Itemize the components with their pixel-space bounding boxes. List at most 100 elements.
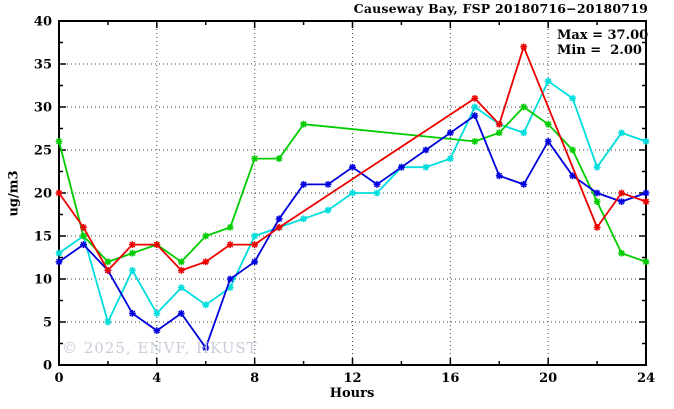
- y-tick-label: 5: [43, 316, 52, 331]
- series-line-cyan: [425, 157, 451, 169]
- marker-red: [618, 189, 625, 197]
- marker-red: [153, 241, 160, 248]
- series-line-blue: [180, 312, 207, 349]
- marker-blue: [325, 181, 332, 188]
- marker-blue: [178, 310, 185, 317]
- marker-blue: [300, 181, 307, 188]
- series-line-blue: [204, 278, 232, 349]
- series-line-cyan: [180, 286, 207, 306]
- marker-cyan: [349, 189, 356, 197]
- series-line-red: [498, 46, 525, 125]
- series-line-blue: [351, 166, 378, 186]
- marker-cyan: [153, 310, 160, 317]
- series-line-blue: [376, 166, 402, 186]
- series-line-red: [58, 192, 85, 228]
- min-annotation: Min = 2.00: [557, 43, 642, 58]
- marker-cyan: [422, 164, 429, 171]
- marker-green: [276, 155, 283, 162]
- series-line-green: [523, 106, 549, 125]
- x-tick-label: 8: [250, 371, 259, 386]
- marker-blue: [447, 129, 454, 136]
- marker-cyan: [55, 250, 63, 257]
- y-tick-label: 10: [34, 273, 52, 288]
- marker-green: [496, 129, 503, 136]
- marker-green: [594, 198, 601, 205]
- y-tick-label: 30: [34, 101, 52, 116]
- marker-blue: [569, 172, 576, 179]
- series-line-cyan: [376, 166, 403, 194]
- max-annotation: Max = 37.00: [557, 28, 649, 43]
- marker-cyan: [325, 207, 332, 214]
- marker-cyan: [545, 78, 552, 85]
- marker-green: [178, 258, 185, 265]
- series-line-cyan: [596, 132, 623, 168]
- y-tick-label: 20: [34, 187, 52, 202]
- marker-red: [251, 241, 258, 248]
- marker-green: [618, 250, 625, 257]
- marker-cyan: [642, 138, 650, 145]
- series-line-green: [278, 123, 305, 160]
- marker-green: [642, 258, 650, 265]
- series-line-green: [205, 226, 231, 237]
- marker-cyan: [594, 164, 601, 171]
- marker-red: [80, 224, 87, 231]
- watermark: © 2025, ENVF, HKUST: [62, 339, 258, 357]
- marker-red: [178, 267, 185, 274]
- series-line-red: [278, 97, 476, 229]
- marker-cyan: [202, 301, 209, 308]
- series-line-blue: [156, 312, 182, 332]
- series-line-blue: [425, 132, 451, 151]
- series-line-blue: [131, 312, 158, 332]
- marker-red: [520, 43, 527, 50]
- series-line-red: [205, 243, 231, 263]
- marker-blue: [373, 181, 380, 188]
- marker-red: [496, 121, 503, 128]
- series-line-cyan: [449, 106, 476, 159]
- marker-red: [55, 189, 63, 197]
- marker-green: [227, 224, 234, 231]
- series-line-green: [621, 252, 647, 263]
- marker-green: [520, 103, 527, 111]
- series-line-red: [621, 192, 647, 203]
- chart-title: Causeway Bay, FSP 20180716−20180719: [353, 1, 648, 16]
- marker-red: [642, 198, 650, 205]
- marker-cyan: [178, 284, 185, 291]
- y-tick-label: 40: [34, 15, 52, 30]
- series-line-cyan: [474, 106, 500, 125]
- series-line-cyan: [58, 235, 84, 254]
- marker-green: [80, 232, 87, 240]
- marker-green: [55, 138, 63, 145]
- series-line-red: [254, 226, 280, 246]
- series-line-cyan: [522, 80, 549, 134]
- marker-cyan: [447, 155, 454, 162]
- series-line-red: [474, 97, 500, 125]
- marker-green: [471, 138, 478, 145]
- series-line-cyan: [303, 209, 329, 220]
- marker-red: [129, 241, 136, 248]
- y-tick-label: 35: [34, 58, 52, 73]
- marker-green: [251, 155, 258, 162]
- marker-green: [545, 121, 552, 128]
- series-line-green: [229, 158, 256, 228]
- marker-green: [104, 258, 111, 265]
- marker-cyan: [471, 103, 478, 111]
- series-line-blue: [449, 114, 476, 134]
- series-line-blue: [498, 174, 525, 186]
- marker-blue: [496, 172, 503, 179]
- marker-cyan: [129, 267, 136, 274]
- x-tick-label: 16: [441, 371, 459, 386]
- marker-green: [300, 121, 307, 128]
- marker-green: [569, 146, 576, 154]
- marker-red: [594, 224, 601, 231]
- x-tick-label: 24: [637, 371, 655, 386]
- marker-green: [202, 232, 209, 240]
- series-line-blue: [107, 269, 134, 314]
- series-line-cyan: [547, 80, 574, 100]
- marker-cyan: [300, 215, 307, 222]
- series-line-cyan: [327, 192, 354, 211]
- marker-blue: [398, 164, 405, 171]
- series-line-blue: [522, 140, 549, 185]
- series-line-green: [571, 149, 598, 202]
- marker-blue: [55, 258, 63, 265]
